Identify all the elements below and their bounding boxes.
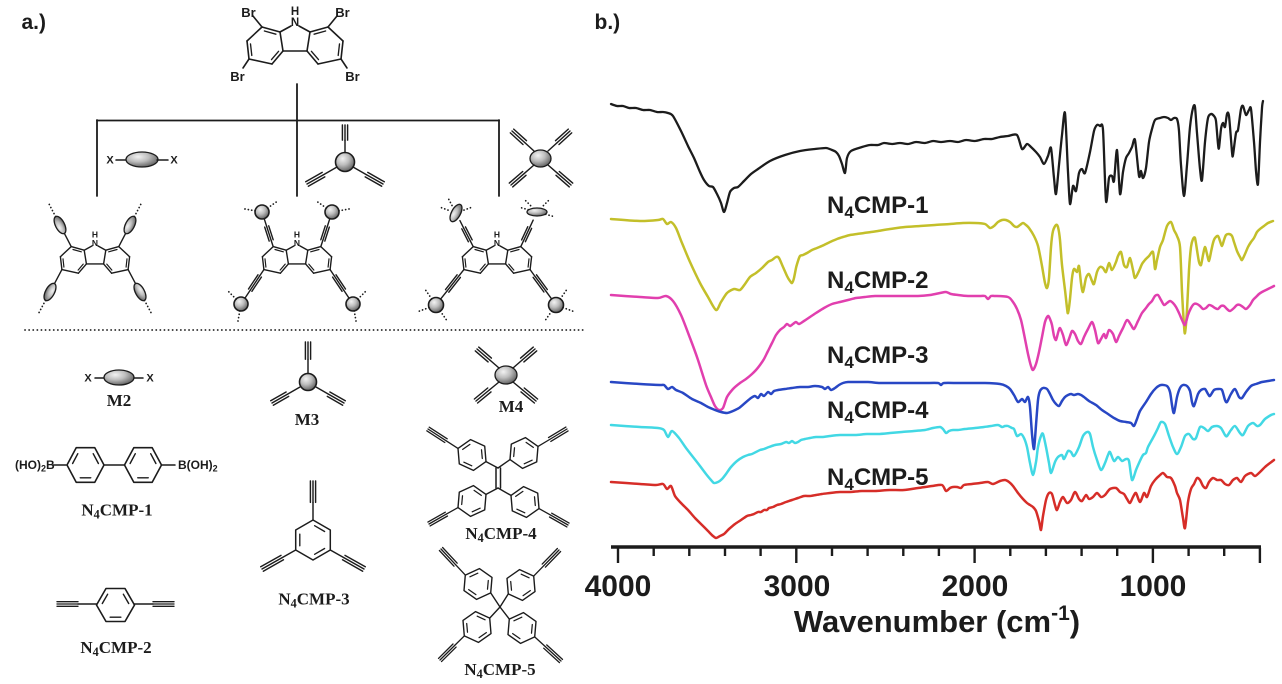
svg-text:X: X — [170, 155, 178, 167]
svg-text:N4CMP-4: N4CMP-4 — [465, 524, 537, 545]
svg-text:X: X — [146, 373, 154, 385]
svg-text:1000: 1000 — [1120, 570, 1187, 603]
svg-text:3000: 3000 — [764, 570, 831, 603]
svg-text:N4CMP-2: N4CMP-2 — [827, 267, 928, 297]
svg-text:N4CMP-1: N4CMP-1 — [827, 192, 928, 222]
svg-text:X: X — [84, 373, 92, 385]
svg-text:Br: Br — [230, 69, 244, 84]
svg-text:2000: 2000 — [942, 570, 1009, 603]
svg-text:H: H — [291, 6, 299, 18]
svg-text:Br: Br — [241, 5, 255, 20]
svg-text:N4CMP-3: N4CMP-3 — [827, 342, 928, 372]
svg-text:H: H — [294, 230, 300, 240]
svg-text:N4CMP-2: N4CMP-2 — [80, 638, 151, 659]
svg-text:a.): a.) — [22, 11, 47, 34]
svg-text:H: H — [494, 230, 500, 240]
svg-text:N: N — [92, 238, 98, 248]
svg-text:Wavenumber (cm-1): Wavenumber (cm-1) — [794, 602, 1080, 639]
svg-text:N4CMP-4: N4CMP-4 — [827, 397, 929, 427]
svg-text:N: N — [494, 238, 500, 248]
svg-text:X: X — [106, 155, 114, 167]
svg-text:(HO)2B: (HO)2B — [15, 458, 55, 474]
svg-text:B(OH)2: B(OH)2 — [178, 458, 218, 474]
svg-text:M2: M2 — [107, 391, 132, 410]
svg-text:b.): b.) — [595, 11, 621, 34]
svg-text:H: H — [92, 230, 98, 240]
svg-text:M4: M4 — [499, 397, 524, 416]
svg-text:Br: Br — [335, 5, 349, 20]
svg-text:Br: Br — [345, 69, 359, 84]
svg-text:N: N — [291, 17, 299, 29]
svg-text:N4CMP-1: N4CMP-1 — [81, 501, 152, 522]
svg-text:N: N — [294, 238, 300, 248]
svg-text:N4CMP-5: N4CMP-5 — [464, 660, 535, 681]
svg-text:N4CMP-3: N4CMP-3 — [278, 590, 349, 611]
svg-text:M3: M3 — [295, 410, 320, 429]
svg-text:4000: 4000 — [585, 570, 652, 603]
svg-text:N4CMP-5: N4CMP-5 — [827, 464, 928, 494]
